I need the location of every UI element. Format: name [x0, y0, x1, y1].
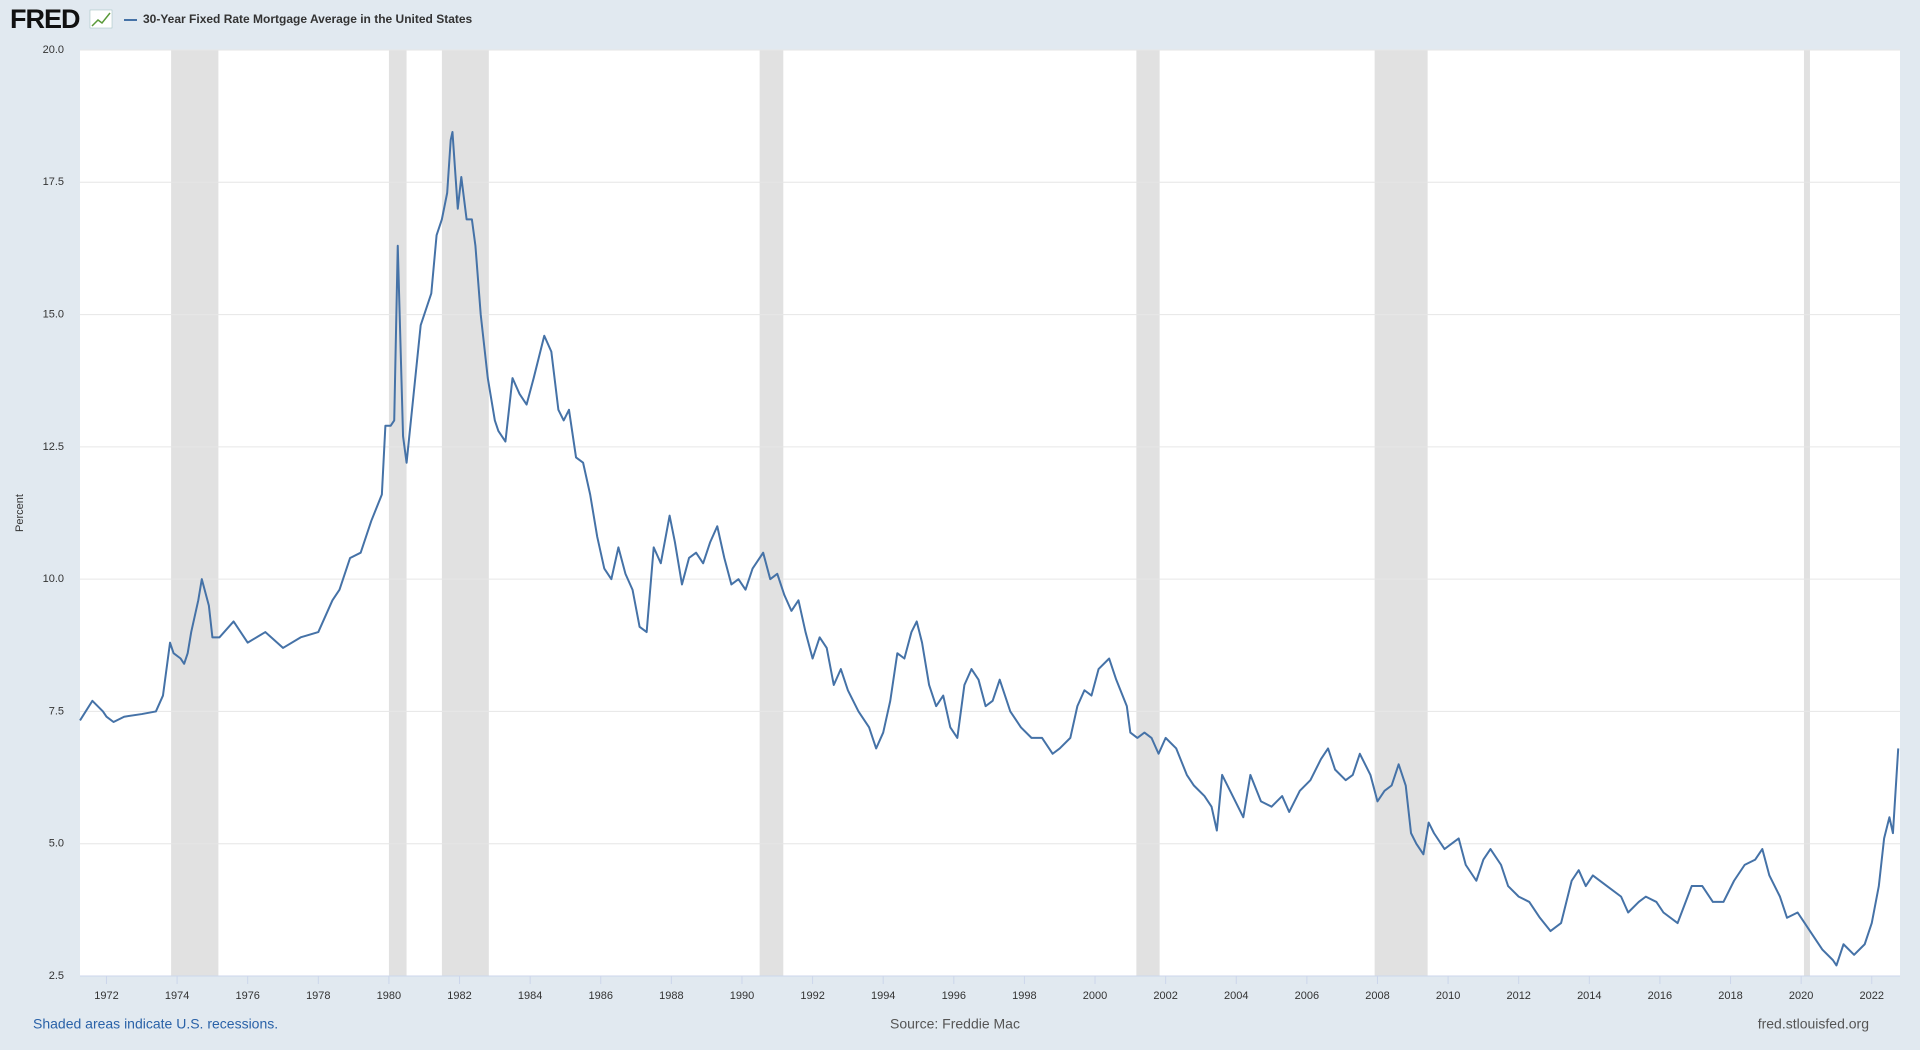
recession-band [171, 50, 219, 976]
recession-band [759, 50, 784, 976]
source: Source: Freddie Mac [890, 1016, 1020, 1032]
x-tick-label: 1984 [518, 990, 542, 1002]
y-axis-label: Percent [14, 494, 26, 532]
plot-area [80, 50, 1900, 976]
y-tick-label: 12.5 [43, 441, 64, 453]
x-tick-label: 1994 [871, 990, 895, 1002]
y-tick-label: 5.0 [49, 838, 64, 850]
x-tick-label: 1996 [942, 990, 966, 1002]
legend-label: 30-Year Fixed Rate Mortgage Average in t… [143, 12, 473, 26]
y-tick-label: 20.0 [43, 44, 64, 56]
x-tick-label: 1974 [165, 990, 189, 1002]
x-tick-label: 2008 [1365, 990, 1389, 1002]
x-tick-label: 1976 [235, 990, 259, 1002]
x-tick-label: 2002 [1153, 990, 1177, 1002]
x-tick-label: 2000 [1083, 990, 1107, 1002]
y-tick-label: 7.5 [49, 705, 64, 717]
site-link[interactable]: fred.stlouisfed.org [1758, 1016, 1869, 1032]
recession-band [1374, 50, 1428, 976]
logo-icon [89, 9, 113, 29]
y-tick-label: 10.0 [43, 573, 64, 585]
recession-band [388, 50, 407, 976]
y-tick-label: 2.5 [49, 970, 64, 982]
recession-band [441, 50, 489, 976]
x-tick-label: 1982 [447, 990, 471, 1002]
x-tick-label: 2006 [1295, 990, 1319, 1002]
x-tick-label: 2020 [1789, 990, 1813, 1002]
x-tick-label: 2010 [1436, 990, 1460, 1002]
x-tick-label: 1978 [306, 990, 330, 1002]
x-tick-label: 1990 [730, 990, 754, 1002]
x-tick-label: 1980 [377, 990, 401, 1002]
recession-band [1803, 50, 1810, 976]
x-tick-label: 2014 [1577, 990, 1601, 1002]
x-tick-label: 1988 [659, 990, 683, 1002]
y-tick-label: 15.0 [43, 308, 64, 320]
x-tick-label: 1972 [94, 990, 118, 1002]
x-tick-label: 2022 [1860, 990, 1884, 1002]
brand-logo[interactable]: FRED [10, 4, 81, 34]
x-tick-label: 1998 [1012, 990, 1036, 1002]
y-tick-label: 17.5 [43, 176, 64, 188]
recession-note: Shaded areas indicate U.S. recessions. [33, 1016, 278, 1032]
x-tick-label: 2004 [1224, 990, 1248, 1002]
x-tick-label: 2018 [1718, 990, 1742, 1002]
x-tick-label: 1986 [589, 990, 613, 1002]
recession-band [1136, 50, 1160, 976]
series-line [79, 131, 1900, 967]
x-tick-label: 2012 [1506, 990, 1530, 1002]
x-tick-label: 2016 [1648, 990, 1672, 1002]
x-tick-label: 1992 [800, 990, 824, 1002]
